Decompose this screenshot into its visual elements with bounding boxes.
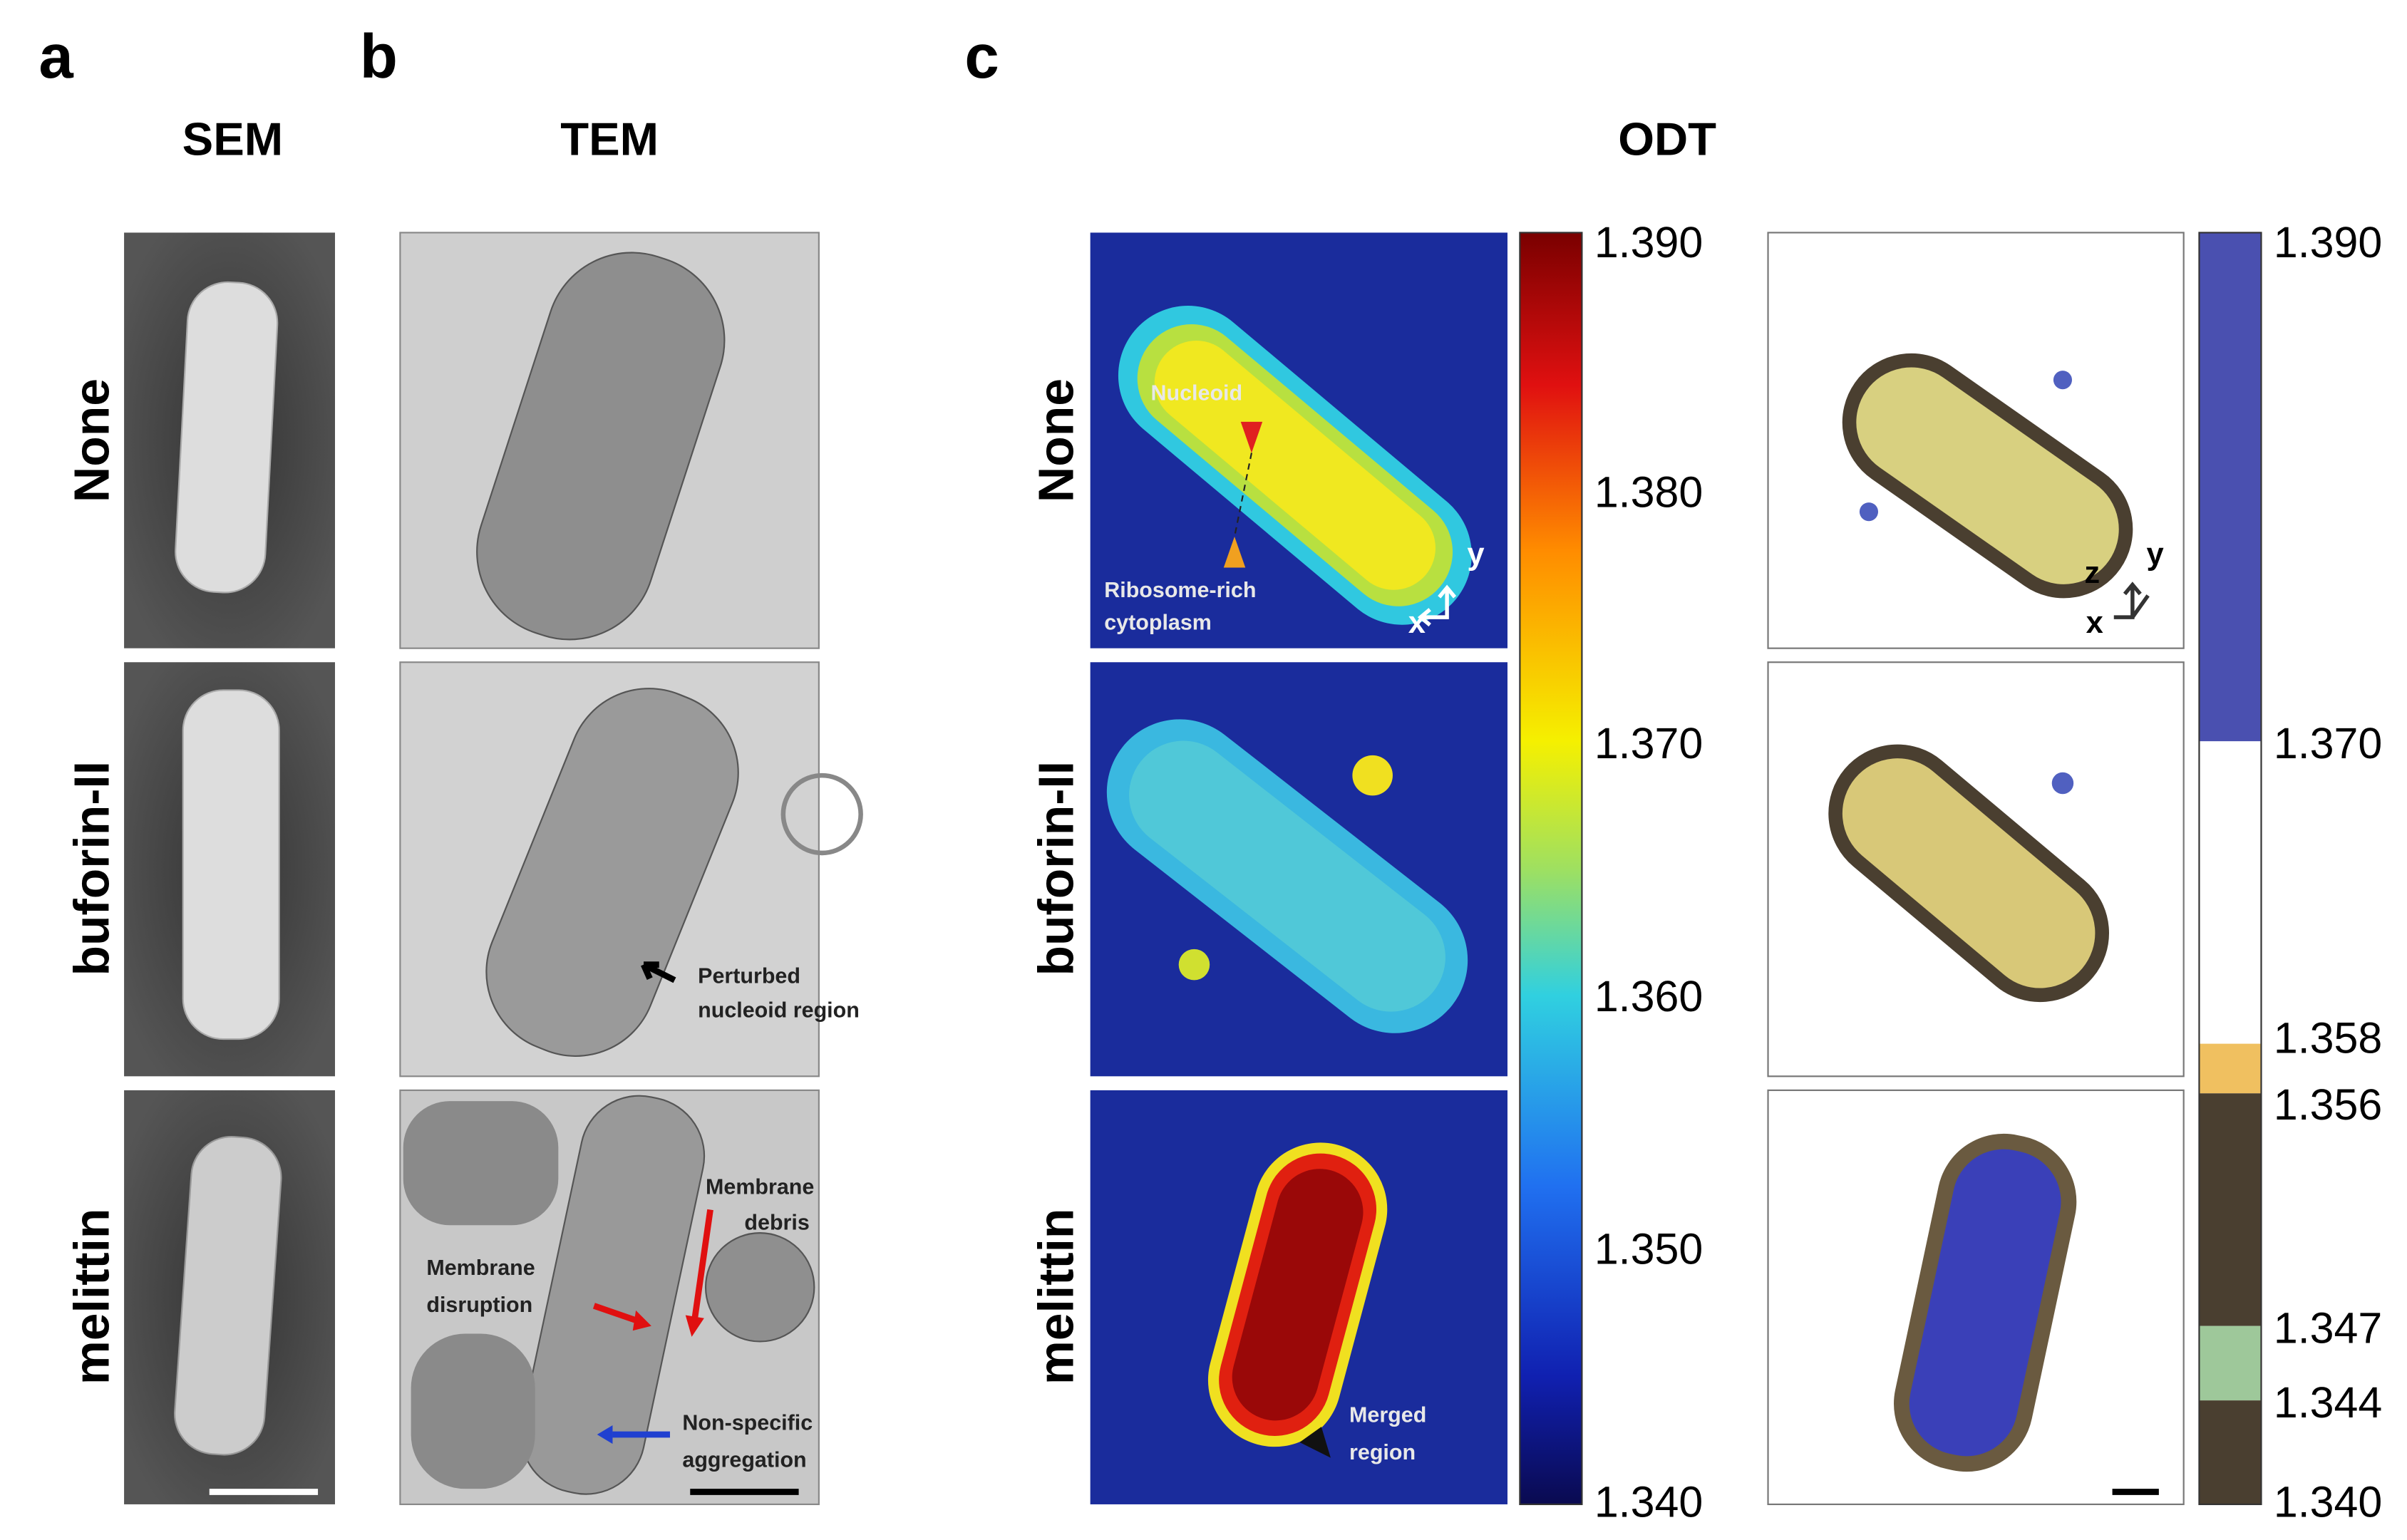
- header: SEM: [182, 113, 283, 165]
- row-label: None: [63, 378, 119, 502]
- row-label: buforin-II: [1029, 761, 1084, 976]
- colorbar: 1.390 1.370 1.358 1.356 1.347 1.344 1.34…: [2198, 218, 2382, 1526]
- odt-annotations: Nucleoid Ribosome-rich cytoplasm Merged …: [1104, 381, 1484, 1464]
- annotation: Membrane: [706, 1175, 814, 1199]
- annotation: debris: [744, 1211, 809, 1235]
- row-label: melittin: [63, 1209, 119, 1385]
- colorbar-tick: 1.347: [2274, 1304, 2382, 1353]
- annotation: nucleoid region: [698, 998, 860, 1023]
- panel-label: a: [38, 22, 73, 91]
- tem-annotations: Perturbed nucleoid region Membrane debri…: [426, 964, 859, 1472]
- odt-images: [1090, 232, 1507, 1504]
- tem-images: [399, 232, 863, 1506]
- header: TEM: [560, 113, 659, 165]
- axis-label: x: [2086, 606, 2103, 640]
- axis-label: y: [2146, 537, 2163, 572]
- row-label: buforin-II: [63, 761, 119, 976]
- colorbar-tick: 1.370: [1594, 719, 1703, 768]
- annotation: Perturbed: [698, 964, 800, 988]
- colorbar-tick: 1.356: [2274, 1080, 2382, 1129]
- colorbar-tick: 1.380: [1594, 468, 1703, 517]
- colorbar-tick: 1.390: [1594, 218, 1703, 267]
- colorbar-tick: 1.360: [1594, 972, 1703, 1020]
- colorbar-tick: 1.340: [2274, 1477, 2382, 1526]
- colorbar-tick: 1.350: [1594, 1225, 1703, 1273]
- axis-label: x: [1408, 606, 1426, 640]
- row-label: None: [1029, 378, 1084, 502]
- colorbar-tick: 1.344: [2274, 1378, 2382, 1427]
- render-images: z y x: [1767, 232, 2185, 1506]
- colorbar-tick: 1.390: [2274, 218, 2382, 267]
- colorbar-tick: 1.340: [1594, 1477, 1703, 1526]
- row-labels: None buforin-II melittin None buforin-II…: [63, 378, 1083, 1385]
- annotation: cytoplasm: [1104, 611, 1212, 635]
- annotation: disruption: [426, 1293, 532, 1317]
- colorbar-tick: 1.370: [2274, 719, 2382, 768]
- annotation: region: [1349, 1440, 1416, 1464]
- axis-label: y: [1467, 537, 1484, 572]
- annotation: Membrane: [426, 1256, 535, 1280]
- panel-label: c: [964, 22, 999, 91]
- colorbar-tick: 1.358: [2274, 1014, 2382, 1063]
- sem-images: [124, 232, 335, 1504]
- row-label: melittin: [1029, 1209, 1084, 1385]
- colorbar: 1.390 1.380 1.370 1.360 1.350 1.340: [1519, 218, 1703, 1526]
- annotation: aggregation: [682, 1448, 806, 1472]
- annotation: Ribosome-rich: [1104, 578, 1256, 602]
- panel-label: b: [360, 22, 398, 91]
- annotation: Non-specific: [682, 1410, 813, 1435]
- header: ODT: [1618, 113, 1716, 165]
- axis-label: z: [2084, 556, 2100, 590]
- annotation: Nucleoid: [1151, 381, 1243, 405]
- annotation: Merged: [1349, 1403, 1426, 1427]
